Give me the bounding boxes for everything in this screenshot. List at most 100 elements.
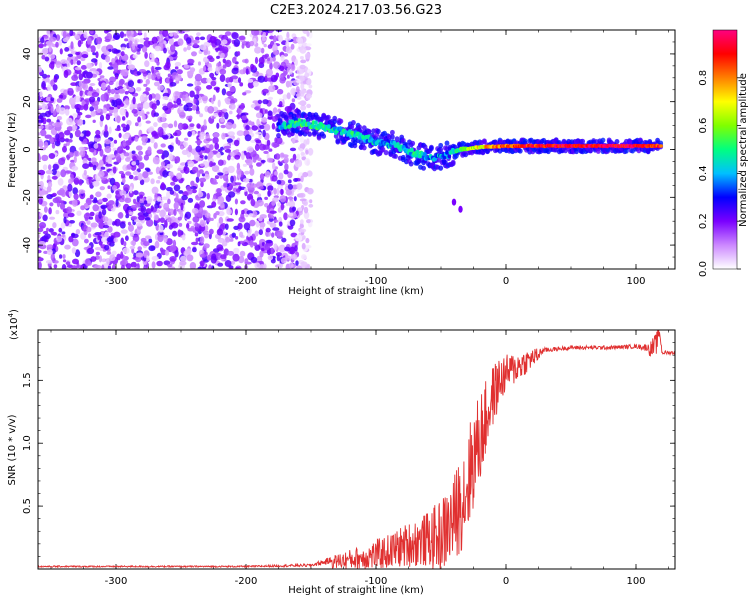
heatmap-noise-cell bbox=[81, 54, 89, 59]
heatmap-noise-cell bbox=[300, 219, 304, 225]
x-tick-label: -200 bbox=[235, 576, 258, 587]
snr-background bbox=[38, 330, 675, 569]
heatmap-noise-cell bbox=[283, 169, 289, 175]
heatmap-noise-cell bbox=[253, 242, 258, 247]
heatmap-noise-cell bbox=[210, 76, 217, 81]
heatmap-noise-cell bbox=[131, 266, 135, 269]
heatmap-noise-cell bbox=[47, 175, 51, 181]
heatmap-noise-cell bbox=[224, 223, 229, 230]
heatmap-noise-cell bbox=[167, 102, 174, 109]
heatmap-noise-cell bbox=[143, 200, 148, 205]
heatmap-noise-cell bbox=[150, 205, 154, 212]
heatmap-noise-cell bbox=[273, 61, 281, 69]
heatmap-noise-cell bbox=[80, 205, 86, 211]
heatmap-noise-cell bbox=[210, 217, 214, 221]
heatmap-noise-cell bbox=[136, 51, 141, 55]
heatmap-noise-cell bbox=[264, 171, 271, 178]
heatmap-noise-cell bbox=[276, 187, 280, 196]
heatmap-noise-cell bbox=[177, 38, 184, 46]
heatmap-noise-cell bbox=[289, 147, 297, 152]
heatmap-noise-cell bbox=[109, 76, 117, 83]
heatmap-noise-cell bbox=[236, 113, 241, 120]
heatmap-noise-cell bbox=[269, 62, 273, 70]
heatmap-noise-cell bbox=[277, 231, 283, 239]
heatmap-noise-cell bbox=[201, 266, 206, 269]
heatmap-noise-cell bbox=[92, 119, 96, 124]
heatmap-noise-cell bbox=[156, 196, 162, 202]
heatmap-noise-cell bbox=[247, 229, 251, 238]
x-tick-label: -300 bbox=[105, 576, 128, 587]
heatmap-noise-cell bbox=[103, 224, 109, 229]
heatmap-noise-cell bbox=[196, 32, 201, 37]
heatmap-noise-cell bbox=[199, 36, 206, 41]
heatmap-noise-cell bbox=[133, 201, 141, 205]
heatmap-noise-cell bbox=[199, 44, 207, 51]
heatmap-noise-cell bbox=[137, 30, 142, 34]
heatmap-noise-cell bbox=[45, 96, 52, 102]
heatmap-noise-cell bbox=[95, 51, 99, 59]
heatmap-noise-cell bbox=[52, 222, 57, 229]
heatmap-noise-cell bbox=[181, 195, 188, 201]
heatmap-signal-halo bbox=[429, 145, 434, 152]
heatmap-noise-cell bbox=[122, 178, 126, 184]
heatmap-signal-halo bbox=[482, 138, 487, 144]
heatmap-noise-cell bbox=[62, 259, 67, 263]
heatmap-noise-cell bbox=[258, 133, 262, 140]
heatmap-noise-cell bbox=[207, 67, 213, 72]
heatmap-noise-cell bbox=[174, 95, 179, 99]
heatmap-noise-cell bbox=[300, 83, 305, 90]
heatmap-noise-cell bbox=[243, 222, 251, 231]
heatmap-noise-cell bbox=[107, 200, 115, 206]
heatmap-noise-cell bbox=[306, 43, 312, 47]
heatmap-noise-cell bbox=[250, 256, 258, 263]
heatmap-noise-cell bbox=[194, 153, 200, 161]
heatmap-noise-cell bbox=[146, 168, 151, 173]
heatmap-noise-cell bbox=[154, 202, 160, 209]
heatmap-noise-cell bbox=[100, 204, 108, 209]
heatmap-noise-cell bbox=[268, 148, 273, 152]
heatmap-noise-cell bbox=[187, 131, 192, 137]
heatmap-noise-cell bbox=[303, 201, 308, 206]
heatmap-noise-cell bbox=[151, 186, 159, 195]
heatmap-noise-cell bbox=[128, 58, 132, 66]
heatmap-noise-cell bbox=[291, 206, 297, 212]
heatmap-noise-cell bbox=[160, 182, 165, 190]
heatmap-noise-cell bbox=[276, 179, 282, 185]
heatmap-noise-cell bbox=[125, 111, 129, 118]
heatmap-noise-cell bbox=[133, 190, 139, 196]
heatmap-noise-cell bbox=[271, 115, 278, 122]
heatmap-noise-cell bbox=[160, 161, 166, 167]
heatmap-noise-cell bbox=[294, 245, 298, 252]
heatmap-noise-cell bbox=[252, 81, 259, 87]
heatmap-noise-cell bbox=[166, 163, 173, 169]
heatmap-noise-cell bbox=[280, 257, 287, 264]
heatmap-noise-cell bbox=[128, 87, 135, 93]
heatmap-noise-cell bbox=[225, 236, 231, 243]
heatmap-noise-cell bbox=[215, 211, 220, 216]
heatmap-noise-cell bbox=[245, 124, 250, 131]
heatmap-noise-cell bbox=[204, 225, 209, 232]
heatmap-noise-cell bbox=[74, 67, 82, 71]
heatmap-noise-cell bbox=[215, 192, 223, 197]
heatmap-noise-cell bbox=[187, 160, 195, 168]
snr-multiplier-close: ) bbox=[9, 309, 20, 313]
heatmap-noise-cell bbox=[134, 136, 139, 142]
heatmap-noise-cell bbox=[102, 107, 107, 114]
heatmap-noise-cell bbox=[263, 43, 267, 48]
heatmap-noise-cell bbox=[43, 233, 51, 240]
y-tick-label: 20 bbox=[22, 95, 33, 108]
heatmap-signal-halo bbox=[307, 131, 313, 137]
heatmap-noise-cell bbox=[75, 229, 81, 235]
heatmap-noise-cell bbox=[68, 178, 73, 185]
heatmap-noise-cell bbox=[189, 262, 197, 269]
heatmap-noise-cell bbox=[91, 58, 98, 63]
heatmap-noise-cell bbox=[306, 219, 311, 224]
heatmap-noise-cell bbox=[234, 198, 238, 205]
heatmap-noise-cell bbox=[281, 237, 287, 243]
heatmap-noise-cell bbox=[262, 32, 266, 36]
heatmap-noise-cell bbox=[51, 175, 58, 180]
x-tick-label: 0 bbox=[503, 576, 509, 587]
heatmap-noise-cell bbox=[200, 146, 205, 151]
heatmap-noise-cell bbox=[73, 58, 76, 65]
